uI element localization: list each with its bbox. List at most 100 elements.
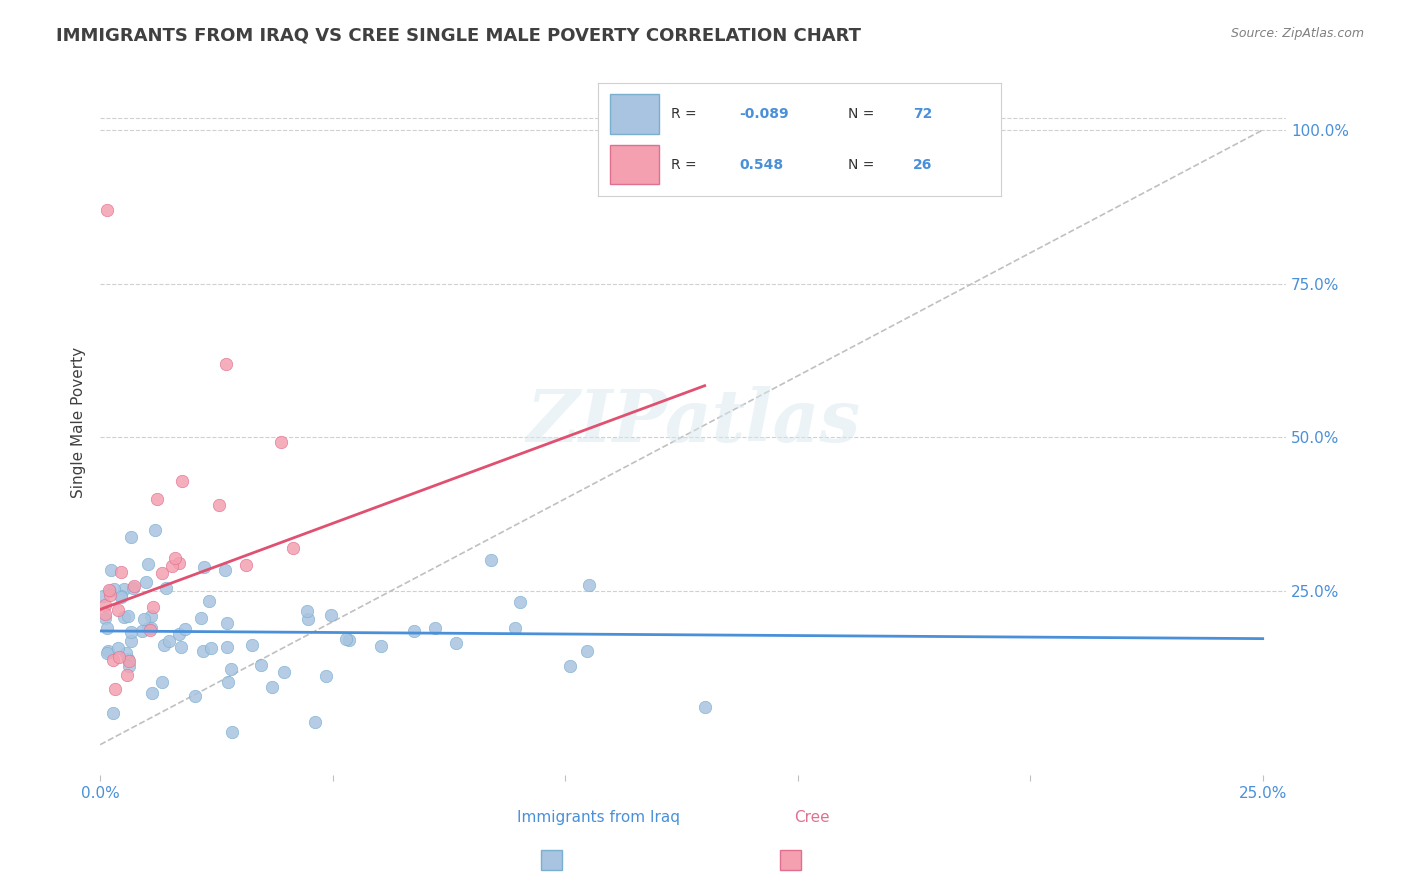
Cree: [97, 582, 120, 597]
Immigrants from Iraq: [319, 607, 342, 622]
Immigrants from Iraq: [184, 689, 207, 703]
Immigrants from Iraq: [94, 611, 117, 625]
Cree: [108, 650, 131, 665]
Immigrants from Iraq: [117, 652, 139, 666]
Text: Immigrants from Iraq: Immigrants from Iraq: [516, 810, 679, 825]
Immigrants from Iraq: [117, 658, 139, 673]
Cree: [122, 579, 145, 593]
Cree: [139, 624, 162, 638]
Immigrants from Iraq: [115, 646, 138, 660]
Immigrants from Iraq: [110, 590, 132, 604]
Immigrants from Iraq: [91, 589, 114, 603]
Cree: [94, 607, 117, 621]
Immigrants from Iraq: [198, 594, 221, 608]
Immigrants from Iraq: [200, 641, 222, 656]
Immigrants from Iraq: [509, 595, 531, 609]
Immigrants from Iraq: [122, 581, 145, 595]
Immigrants from Iraq: [110, 589, 132, 603]
Cree: [167, 556, 190, 570]
Immigrants from Iraq: [98, 584, 121, 599]
Cree: [145, 491, 167, 506]
Text: Source: ZipAtlas.com: Source: ZipAtlas.com: [1230, 27, 1364, 40]
Cree: [165, 550, 187, 565]
Cree: [103, 653, 125, 667]
Immigrants from Iraq: [103, 582, 125, 596]
Immigrants from Iraq: [304, 714, 326, 729]
Immigrants from Iraq: [214, 563, 236, 577]
Cree: [162, 558, 184, 573]
Immigrants from Iraq: [190, 611, 212, 625]
Immigrants from Iraq: [167, 627, 190, 641]
Cree: [281, 541, 304, 555]
Immigrants from Iraq: [134, 612, 156, 626]
Cree: [96, 202, 118, 217]
Immigrants from Iraq: [120, 625, 142, 640]
Immigrants from Iraq: [97, 644, 120, 658]
Immigrants from Iraq: [273, 665, 295, 679]
Immigrants from Iraq: [693, 700, 716, 714]
Immigrants from Iraq: [120, 633, 142, 648]
Immigrants from Iraq: [444, 636, 467, 650]
Immigrants from Iraq: [423, 621, 446, 635]
Cree: [107, 603, 129, 617]
Immigrants from Iraq: [117, 608, 139, 623]
Immigrants from Iraq: [297, 612, 319, 626]
Immigrants from Iraq: [96, 646, 118, 660]
Immigrants from Iraq: [578, 578, 600, 592]
Immigrants from Iraq: [217, 674, 239, 689]
Immigrants from Iraq: [157, 633, 180, 648]
Immigrants from Iraq: [219, 662, 242, 676]
Immigrants from Iraq: [143, 523, 166, 537]
Immigrants from Iraq: [170, 640, 193, 654]
Cree: [215, 357, 238, 371]
Immigrants from Iraq: [295, 604, 318, 618]
Cree: [118, 654, 141, 668]
Text: Cree: Cree: [794, 810, 830, 825]
Immigrants from Iraq: [174, 622, 197, 636]
Immigrants from Iraq: [335, 632, 357, 646]
Immigrants from Iraq: [135, 575, 157, 590]
Immigrants from Iraq: [337, 633, 360, 648]
Immigrants from Iraq: [217, 615, 239, 630]
Immigrants from Iraq: [150, 675, 173, 690]
Text: IMMIGRANTS FROM IRAQ VS CREE SINGLE MALE POVERTY CORRELATION CHART: IMMIGRANTS FROM IRAQ VS CREE SINGLE MALE…: [56, 27, 862, 45]
Immigrants from Iraq: [152, 638, 174, 652]
Immigrants from Iraq: [240, 638, 263, 652]
Cree: [270, 434, 292, 449]
Immigrants from Iraq: [139, 609, 162, 624]
Immigrants from Iraq: [370, 639, 392, 653]
Immigrants from Iraq: [315, 669, 337, 683]
Immigrants from Iraq: [576, 643, 599, 657]
Immigrants from Iraq: [112, 582, 135, 596]
Y-axis label: Single Male Poverty: Single Male Poverty: [72, 346, 86, 498]
Immigrants from Iraq: [101, 706, 124, 721]
Cree: [170, 474, 193, 488]
Immigrants from Iraq: [136, 558, 159, 572]
Immigrants from Iraq: [221, 725, 243, 739]
Immigrants from Iraq: [139, 621, 162, 635]
Immigrants from Iraq: [155, 581, 177, 595]
Cree: [110, 565, 132, 579]
Cree: [94, 599, 117, 613]
Immigrants from Iraq: [136, 621, 159, 635]
Immigrants from Iraq: [100, 563, 122, 577]
Cree: [100, 588, 122, 602]
Immigrants from Iraq: [120, 530, 142, 544]
Cree: [115, 668, 138, 682]
Cree: [152, 566, 174, 580]
Immigrants from Iraq: [481, 553, 503, 567]
Immigrants from Iraq: [193, 560, 215, 574]
Immigrants from Iraq: [503, 621, 526, 635]
Cree: [103, 681, 125, 696]
Immigrants from Iraq: [107, 640, 129, 655]
Cree: [208, 498, 231, 512]
Immigrants from Iraq: [404, 624, 426, 639]
Immigrants from Iraq: [260, 680, 283, 694]
Cree: [142, 600, 165, 615]
Immigrants from Iraq: [191, 644, 214, 658]
Immigrants from Iraq: [112, 609, 135, 624]
Immigrants from Iraq: [96, 621, 118, 635]
Immigrants from Iraq: [217, 640, 239, 655]
Text: ZIPatlas: ZIPatlas: [526, 386, 860, 458]
Immigrants from Iraq: [141, 686, 163, 700]
